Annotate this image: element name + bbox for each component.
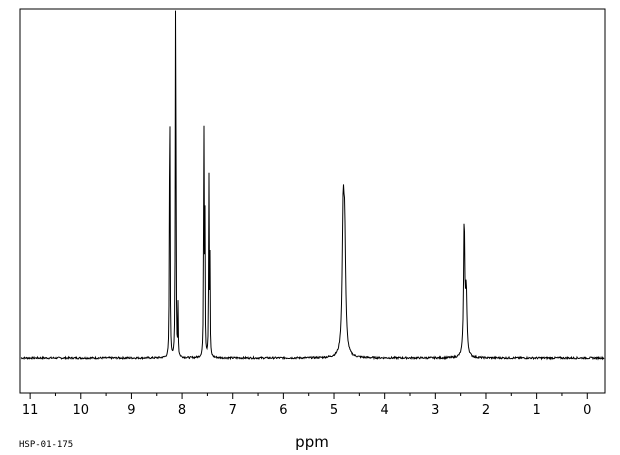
x-tick-label: 7 — [229, 403, 237, 418]
sample-id-label: HSP-01-175 — [19, 440, 73, 450]
x-tick-label: 11 — [22, 403, 39, 418]
x-tick-label: 4 — [381, 403, 389, 418]
spectrum-trace — [20, 10, 605, 361]
x-tick-label: 5 — [330, 403, 338, 418]
x-tick-label: 10 — [73, 403, 90, 418]
x-tick-label: 0 — [583, 403, 591, 418]
x-axis: 11 10 9 8 7 6 5 4 3 2 1 0 — [22, 393, 591, 418]
x-tick-label: 6 — [279, 403, 287, 418]
x-tick-label: 1 — [532, 403, 540, 418]
x-tick-label: 9 — [127, 403, 135, 418]
x-tick-label: 8 — [178, 403, 186, 418]
x-tick-label: 3 — [431, 403, 439, 418]
plot-frame — [19, 8, 606, 394]
x-tick-label: 2 — [482, 403, 490, 418]
x-axis-title: ppm — [295, 433, 329, 451]
